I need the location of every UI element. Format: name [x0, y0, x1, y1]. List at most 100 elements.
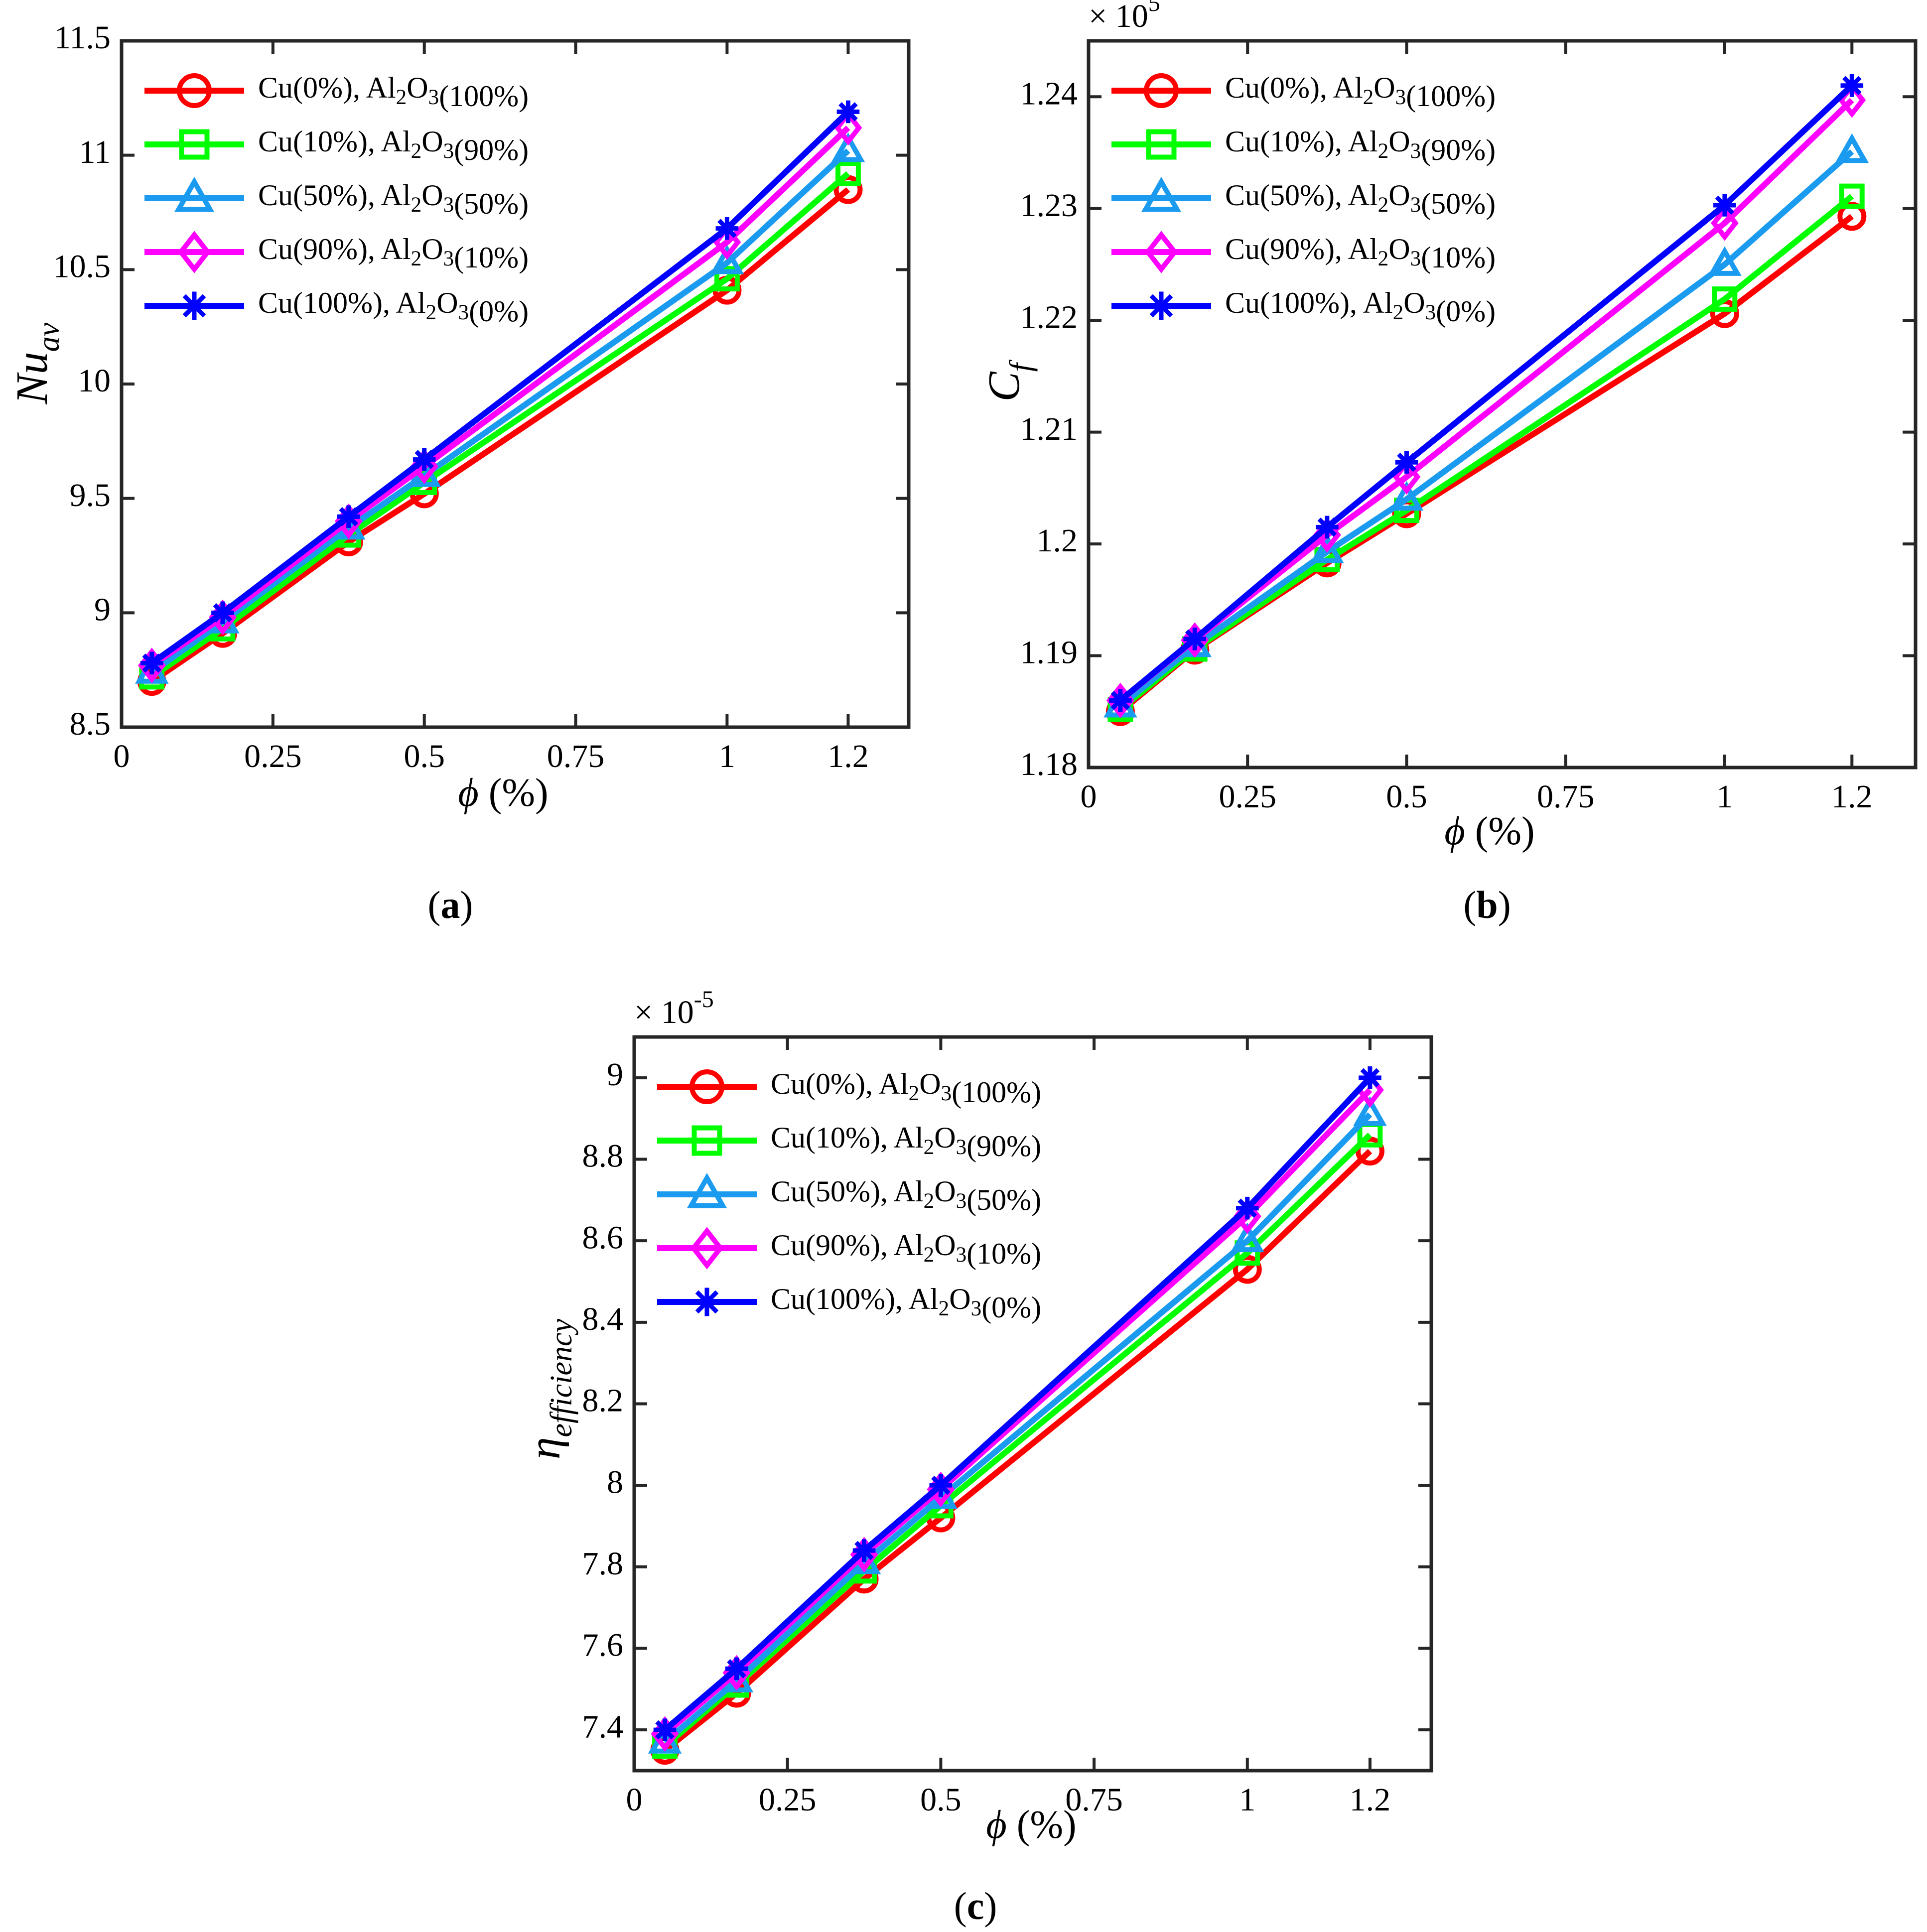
legend-subscript: 3 — [1410, 139, 1421, 163]
legend-subscript: 2 — [1363, 86, 1374, 109]
asterisk-stroke — [1360, 1068, 1380, 1088]
legend-subscript: 2 — [909, 1082, 920, 1105]
x-tick-label: 1.2 — [827, 738, 869, 774]
caption-letter: c — [967, 1884, 984, 1928]
legend-marker-diamond — [690, 1227, 724, 1270]
panel-caption: (b) — [1463, 883, 1511, 926]
series-line-4 — [1118, 83, 1854, 703]
legend-text-part: Cu(10%), — [1225, 125, 1348, 158]
y-tick-label: 1.24 — [1020, 75, 1078, 112]
legend-subscript: 3 — [458, 301, 469, 324]
legend-chem: Al — [366, 71, 396, 104]
y-axis-label: Cf — [979, 359, 1038, 401]
legend-marker-square — [179, 129, 210, 160]
panel-caption: (a) — [428, 883, 473, 926]
legend-text-part: (10%) — [1421, 241, 1496, 274]
data-point-triangle — [1353, 1096, 1387, 1126]
x-tick-label: 1.2 — [1831, 778, 1873, 815]
legend-text-part: (50%) — [1421, 187, 1496, 220]
x-axis-label: ϕ (%) — [1444, 809, 1534, 853]
y-axis-label: Nuav — [7, 322, 66, 404]
asterisk-stroke — [1397, 452, 1416, 472]
data-point-asterisk — [1395, 451, 1418, 474]
asterisk-stroke — [1317, 517, 1337, 537]
data-point-square — [1839, 183, 1865, 209]
legend-subscript: 2 — [924, 1243, 935, 1267]
series-line-4 — [663, 1075, 1373, 1732]
data-point-asterisk — [140, 651, 163, 675]
legend-text-part: Cu(100%), — [1225, 286, 1363, 319]
data-point-asterisk — [1109, 689, 1132, 712]
legend-subscript: 3 — [941, 1082, 952, 1105]
legend-entry-label: Cu(0%), Al2O3(100%) — [771, 1067, 1041, 1109]
asterisk-stroke — [1238, 1198, 1257, 1218]
legend-entry-label: Cu(90%), Al2O3(10%) — [258, 233, 529, 274]
x-axis-label: ϕ (%) — [986, 1803, 1076, 1847]
legend-entry-label: Cu(100%), Al2O3(0%) — [771, 1283, 1041, 1324]
legend-text-part: Cu(90%), — [771, 1229, 894, 1262]
legend-subscript: 3 — [956, 1189, 967, 1213]
y-tick-label: 9 — [94, 591, 111, 628]
data-point-diamond — [1392, 459, 1421, 495]
data-point-diamond — [834, 110, 862, 146]
y-tick-label: 1.21 — [1020, 411, 1078, 447]
data-point-circle — [1233, 1255, 1262, 1284]
legend-chem: Al — [396, 286, 426, 319]
legend-chem: O — [934, 1175, 956, 1208]
legend-chem: O — [421, 125, 443, 158]
legend-marker-triangle — [1141, 176, 1182, 212]
legend-text-part: Cu(0%), — [258, 71, 366, 104]
data-point-asterisk — [653, 1718, 677, 1741]
x-tick-label: 0 — [114, 738, 130, 774]
x-tick-label: 0 — [626, 1782, 643, 1818]
y-tick-label: 7.6 — [582, 1627, 624, 1664]
legend-text-part: (0%) — [1436, 295, 1496, 328]
legend-chem: O — [1374, 71, 1395, 104]
x-axis-label-unit: (%) — [479, 771, 549, 815]
legend-entry-label: Cu(50%), Al2O3(50%) — [1225, 179, 1496, 220]
y-tick-label: 1.2 — [1037, 522, 1078, 559]
y-tick-label: 8.2 — [582, 1383, 624, 1419]
asterisk-stroke — [854, 1541, 874, 1560]
y-axis-label-subscript: f — [1004, 359, 1038, 372]
legend-text-part: (100%) — [952, 1076, 1041, 1109]
x-tick-label: 1 — [1239, 1782, 1255, 1818]
asterisk-stroke — [1185, 629, 1205, 649]
series-line-0 — [663, 1149, 1373, 1753]
y-axis-label-main: C — [979, 371, 1029, 401]
data-point-asterisk — [1316, 515, 1339, 539]
x-tick-label: 0.75 — [547, 738, 605, 774]
legend-subscript: 2 — [426, 301, 437, 324]
y-tick-label: 1.23 — [1020, 187, 1078, 224]
legend-chem: Al — [1333, 71, 1363, 104]
legend-text-part: (90%) — [966, 1130, 1041, 1162]
y-tick-label: 1.22 — [1020, 299, 1078, 335]
legend-entry-label: Cu(100%), Al2O3(0%) — [1225, 286, 1496, 328]
legend-entry-label: Cu(50%), Al2O3(50%) — [771, 1175, 1041, 1216]
legend-text-part: (0%) — [469, 295, 529, 328]
x-tick-label: 1.2 — [1350, 1782, 1391, 1818]
x-tick-label: 0.75 — [1065, 1782, 1123, 1818]
legend-subscript: 2 — [924, 1189, 935, 1213]
legend-subscript: 3 — [1410, 247, 1421, 270]
legend-subscript: 2 — [1393, 301, 1404, 324]
asterisk-stroke — [1715, 195, 1735, 215]
axis-multiplier: × 10-5 — [634, 986, 714, 1030]
y-tick-label: 1.18 — [1020, 746, 1078, 782]
legend-subscript: 2 — [396, 86, 407, 109]
legend-subscript: 3 — [1395, 86, 1406, 109]
legend-subscript: 3 — [443, 193, 454, 217]
x-axis-label-symbol: ϕ — [986, 1803, 1006, 1847]
y-tick-label: 8.8 — [582, 1138, 624, 1174]
legend-chem: Al — [381, 233, 411, 265]
asterisk-stroke — [1149, 294, 1173, 318]
data-point-square — [1712, 286, 1738, 312]
asterisk-stroke — [727, 1659, 746, 1678]
legend-chem: O — [1388, 233, 1410, 265]
data-point-circle — [1355, 1137, 1384, 1166]
legend-chem: Al — [1348, 179, 1378, 212]
legend: Cu(0%), Al2O3(100%)Cu(10%), Al2O3(90%)Cu… — [1111, 71, 1496, 328]
chart-panel-c: 0 0.25 0.5 0.75 1 1.2 7.4 7.6 7.8 8 8.2 8.4 8.6 8.8 9 ×… — [520, 986, 1433, 1928]
legend-text-part: (10%) — [454, 241, 529, 274]
x-axis-label-unit: (%) — [1007, 1803, 1077, 1847]
